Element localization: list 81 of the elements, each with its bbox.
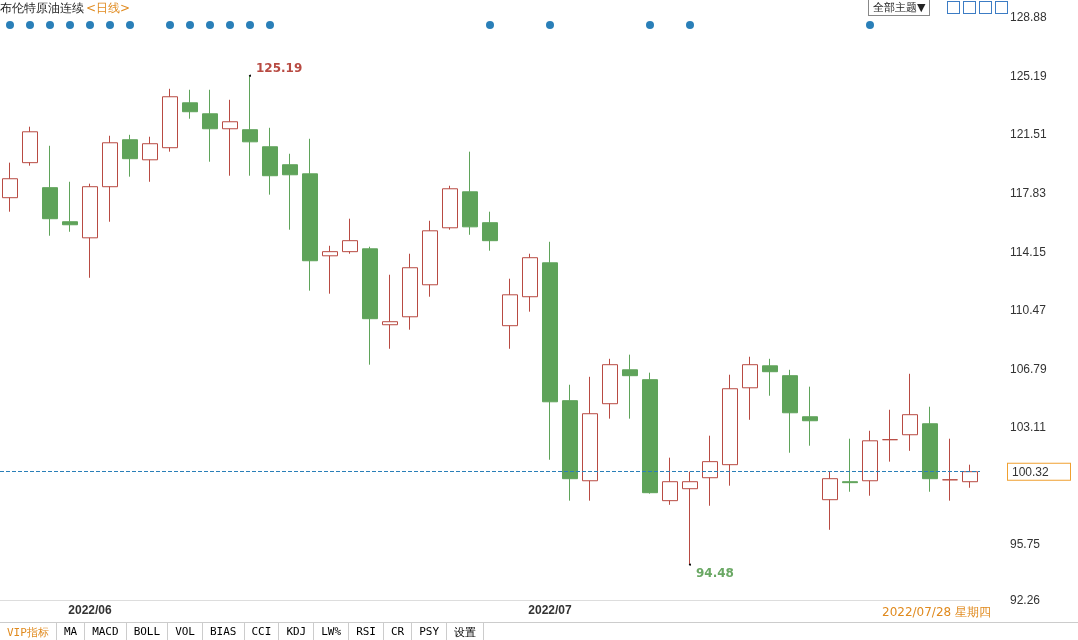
text: CR [384, 623, 413, 640]
y-tick-label: 103.11 [1010, 420, 1047, 435]
candlestick [162, 88, 178, 153]
candlestick [342, 218, 358, 255]
annotation: 125.19 [256, 60, 303, 75]
candlestick [702, 435, 718, 507]
candlestick [442, 185, 458, 231]
candlestick [102, 135, 118, 223]
text: KDJ [279, 623, 315, 640]
candlestick [962, 464, 978, 489]
ref-line-label: 100.32 [1012, 464, 1050, 479]
candlestick [322, 245, 338, 295]
candlestick [2, 162, 18, 213]
candlestick [462, 151, 478, 236]
candlestick [822, 471, 838, 531]
text: RSI [349, 623, 384, 640]
text: PSY [412, 623, 448, 640]
chart-title: 布伦特原油连续 [0, 0, 84, 17]
candlestick [42, 145, 58, 237]
candlestick [562, 384, 578, 502]
text: 2022/07/28 星期四 [882, 604, 991, 621]
chart-subtitle: <日线> [86, 0, 131, 17]
x-tick-label: 2022/07 [528, 603, 573, 617]
text: LW% [314, 623, 350, 640]
candlestick [202, 89, 218, 163]
text: 全部主题▼ [868, 0, 931, 16]
candlestick [282, 153, 298, 231]
candlestick [742, 356, 758, 421]
candlestick [682, 471, 698, 566]
candlestick [522, 253, 538, 313]
candlestick [662, 457, 678, 506]
candlestick [782, 369, 798, 454]
candlestick [182, 89, 198, 120]
candlestick [302, 138, 318, 292]
y-tick-label: 110.47 [1010, 303, 1047, 318]
annotation: 94.48 [696, 565, 734, 580]
candlestick [882, 409, 898, 463]
candlestick [122, 134, 138, 178]
candlestick [82, 183, 98, 279]
y-tick-label: 125.19 [1010, 68, 1048, 83]
text: VOL [168, 623, 203, 640]
text: BIAS [203, 623, 245, 640]
candlestick [722, 374, 738, 487]
text: VIP指标 [0, 623, 57, 640]
candlestick [262, 127, 278, 196]
text: MACD [85, 623, 127, 640]
candlestick [862, 430, 878, 497]
text: BOLL [126, 623, 169, 640]
candlestick [622, 354, 638, 420]
candlestick [762, 358, 778, 397]
candlestick [242, 75, 258, 177]
y-tick-label: 117.83 [1010, 185, 1047, 200]
candlestick [842, 438, 858, 493]
candlestick [62, 181, 78, 233]
y-tick-label: 106.79 [1010, 361, 1048, 376]
candlestick [642, 372, 658, 495]
candlestick [382, 274, 398, 350]
y-tick-label: 95.75 [1010, 537, 1041, 552]
candlestick [942, 438, 958, 502]
candlestick [502, 278, 518, 350]
candlestick [402, 253, 418, 331]
x-tick-label: 2022/06 [68, 603, 113, 617]
text: MA [56, 623, 86, 640]
y-tick-label: 121.51 [1010, 127, 1048, 142]
candlestick [582, 376, 598, 502]
candlestick [222, 99, 238, 177]
candlestick [602, 358, 618, 420]
candlestick [802, 386, 818, 447]
text: 设置 [447, 623, 485, 640]
text: CCI [244, 623, 280, 640]
candlestick [542, 241, 558, 461]
candlestick [142, 136, 158, 183]
candlestick [22, 126, 38, 167]
y-tick-label: 114.15 [1010, 244, 1047, 259]
candlestick [422, 220, 438, 298]
candlestick [902, 373, 918, 452]
candlestick [482, 211, 498, 252]
y-tick-label: 92.26 [1010, 593, 1041, 607]
y-tick-label: 128.88 [1010, 10, 1048, 24]
candlestick [362, 246, 378, 366]
candlestick [922, 406, 938, 493]
